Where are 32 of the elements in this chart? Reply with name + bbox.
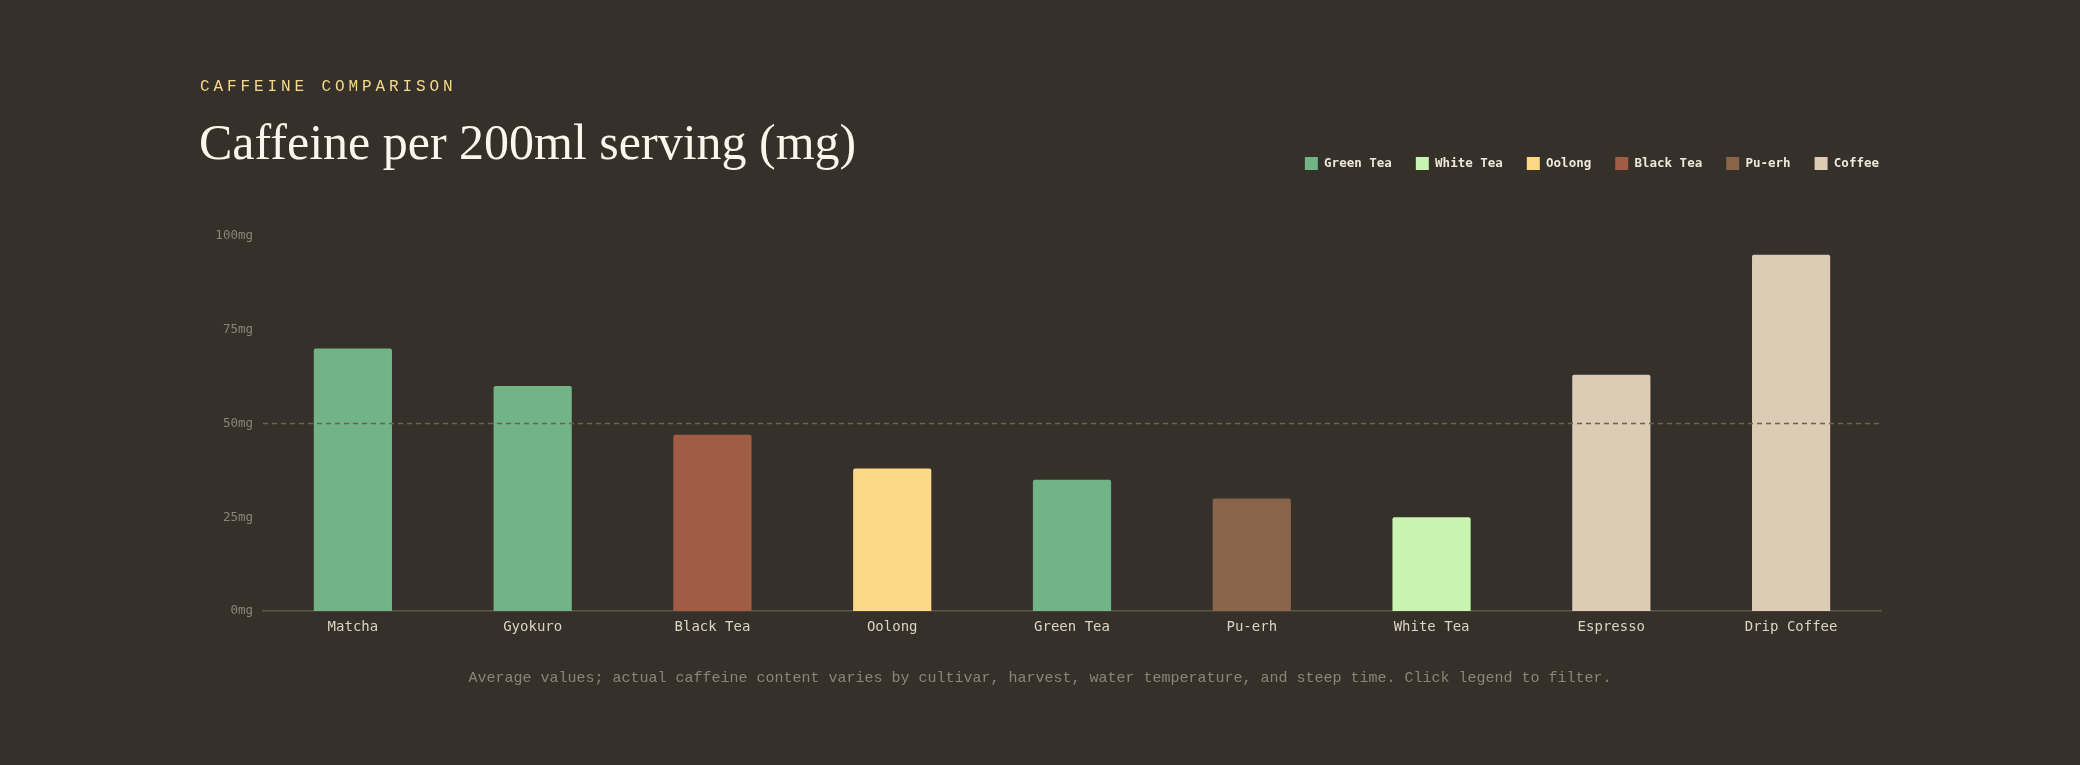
chart-title: Caffeine per 200ml serving (mg) <box>199 113 857 171</box>
x-tick-label: White Tea <box>1393 618 1470 635</box>
text: Average values; actual caffeine content varies by cultivar, harvest, water temperature, and steep time. Click legend to filter. <box>467 670 1613 687</box>
x-tick-label: Espresso <box>1577 618 1646 635</box>
legend-label: Coffee <box>1833 154 1880 170</box>
legend-label: Black Tea <box>1634 154 1703 170</box>
bar <box>1572 374 1651 611</box>
bar <box>1212 498 1291 611</box>
x-tick-label: Oolong <box>866 618 918 635</box>
bar <box>1752 254 1831 611</box>
x-tick-label: Drip Coffee <box>1744 618 1838 635</box>
y-tick-label: 75mg <box>222 321 253 336</box>
x-tick-label: Gyokuro <box>503 618 563 635</box>
y-tick-label: 100mg <box>215 227 253 243</box>
bar <box>1392 517 1471 611</box>
legend-label: Oolong <box>1546 154 1592 170</box>
chart-subtitle: CAFFEINE COMPARISON <box>200 78 457 96</box>
x-tick-label: Black Tea <box>674 618 751 635</box>
x-tick-label: Matcha <box>327 618 379 635</box>
y-tick-label: 50mg <box>222 414 253 430</box>
bar <box>673 434 752 611</box>
bar <box>853 468 932 611</box>
legend-label: Green Tea <box>1324 154 1392 170</box>
x-tick-label: Green Tea <box>1034 618 1110 635</box>
y-tick-label: 0mg <box>230 602 253 618</box>
bar <box>313 348 392 611</box>
x-tick-label: Pu-erh <box>1226 618 1278 635</box>
legend-label: White Tea <box>1435 154 1503 170</box>
bar <box>1032 479 1112 611</box>
bar <box>493 386 572 611</box>
y-tick-label: 25mg <box>222 508 253 524</box>
legend-label: Pu-erh <box>1745 154 1791 170</box>
